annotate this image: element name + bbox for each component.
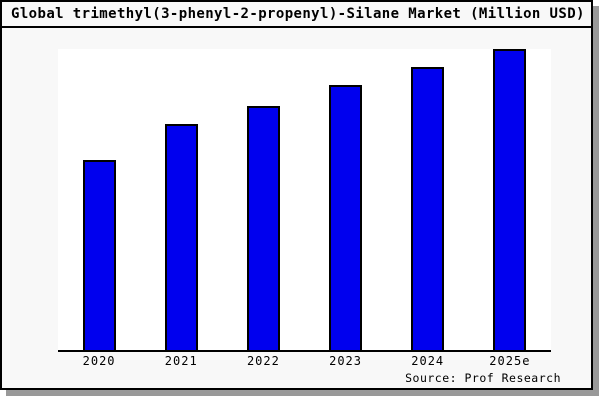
bar-2024 <box>411 67 445 350</box>
plot-area <box>58 49 551 352</box>
bar-2023 <box>329 85 363 350</box>
x-label-2025e: 2025e <box>489 354 531 368</box>
x-axis-labels: 2020 2021 2022 2023 2024 2025e <box>58 354 551 368</box>
bar-2020 <box>82 160 116 350</box>
x-label-2024: 2024 <box>411 354 445 368</box>
chart-title: Global trimethyl(3-phenyl-2-propenyl)-Si… <box>11 6 585 22</box>
bar-2022 <box>246 106 280 350</box>
x-label-2022: 2022 <box>246 354 280 368</box>
bar-2021 <box>164 124 198 350</box>
x-label-2020: 2020 <box>82 354 116 368</box>
x-label-2023: 2023 <box>329 354 362 368</box>
chart-title-bar: Global trimethyl(3-phenyl-2-propenyl)-Si… <box>2 2 591 28</box>
source-credit: Source: Prof Research <box>405 371 561 385</box>
chart-canvas: Global trimethyl(3-phenyl-2-propenyl)-Si… <box>0 0 593 390</box>
x-label-2021: 2021 <box>164 354 198 368</box>
chart-region: 2020 2021 2022 2023 2024 2025e Source: Prof R… <box>2 28 591 388</box>
bar-2025e <box>493 49 527 350</box>
